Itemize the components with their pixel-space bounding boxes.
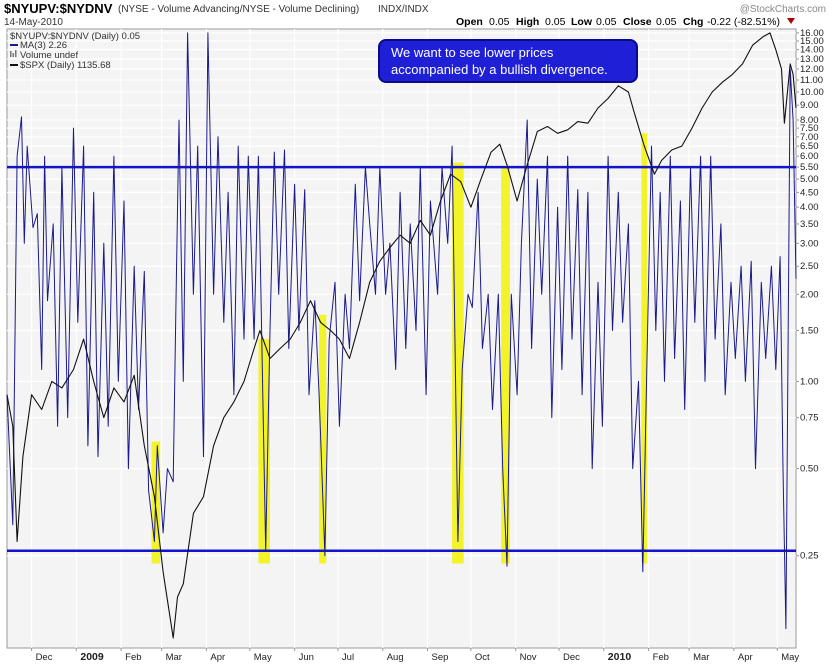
y-tick-label: 6.00 [800, 151, 819, 162]
series-layer [6, 32, 797, 639]
y-tick-label: 10.00 [800, 87, 824, 98]
legend-entry-ratio: $NYUPV:$NYDNV (Daily) 0.05 [10, 31, 140, 42]
series-line-ma [6, 32, 797, 630]
y-tick-label: 7.50 [800, 123, 819, 134]
y-tick-label: 6.50 [800, 141, 819, 152]
highlight-bar [452, 162, 464, 564]
y-tick-label: 14.00 [800, 45, 824, 56]
legend-swatch-volume [10, 50, 17, 57]
x-tick-label: Oct [475, 652, 490, 663]
callout-box [378, 39, 638, 83]
legend-entry-spx: $SPX (Daily) 1135.68 [20, 60, 111, 71]
x-tick-label: Mar [166, 652, 182, 663]
series-description: (NYSE - Volume Advancing/NYSE - Volume D… [118, 4, 359, 15]
y-tick-label: 0.25 [800, 551, 819, 562]
series-line-spx [6, 32, 797, 639]
x-tick-label: Jun [299, 652, 314, 663]
x-tick-label: Feb [653, 652, 669, 663]
highlight-bar [319, 314, 327, 564]
grid-layer [7, 29, 796, 648]
quote-label-close: Close [623, 16, 652, 28]
y-tick-label: 8.00 [800, 115, 819, 126]
highlight-bar [501, 167, 510, 564]
x-tick-label: Feb [125, 652, 141, 663]
x-tick-label: Sep [432, 652, 449, 663]
y-tick-label: 5.50 [800, 162, 819, 173]
y-tick-label: 1.00 [800, 376, 819, 387]
x-tick-label: Nov [520, 652, 537, 663]
y-tick-label: 3.00 [800, 238, 819, 249]
legend: $NYUPV:$NYDNV (Daily) 0.05 MA(3) 2.26 Vo… [10, 31, 140, 71]
x-tick-label: Dec [563, 652, 580, 663]
exchange-label: INDX/INDX [378, 4, 429, 15]
quote-value-high: 0.05 [545, 16, 566, 28]
highlight-bar [641, 133, 648, 564]
x-tick-label: 2010 [608, 651, 632, 663]
symbol-title: $NYUPV:$NYDNV [4, 1, 113, 16]
y-tick-label: 9.00 [800, 100, 819, 111]
x-tick-label: May [254, 652, 272, 663]
y-tick-label: 5.00 [800, 174, 819, 185]
y-tick-label: 4.50 [800, 187, 819, 198]
y-axis: 0.25 0.50 0.75 1.00 1.50 2.00 2.50 3.00 3.50 4.00… [796, 28, 824, 562]
quote-label-high: High [516, 16, 539, 28]
x-tick-label: May [781, 652, 799, 663]
x-tick-label: Dec [36, 652, 53, 663]
quote-value-low: 0.05 [596, 16, 617, 28]
plot-area [6, 28, 797, 649]
callout-line-1: We want to see lower prices [391, 45, 554, 60]
hline-layer [7, 165, 796, 553]
chart-date: 14-May-2010 [4, 17, 63, 28]
quote-value-chg: -0.22 (-82.51%) [707, 16, 780, 28]
quote-label-low: Low [571, 16, 593, 28]
legend-entry-ma: MA(3) 2.26 [20, 40, 67, 51]
x-tick-label: 2009 [80, 651, 104, 663]
quote-value-open: 0.05 [489, 16, 510, 28]
quote-label-chg: Chg [683, 16, 703, 28]
legend-entry-volume: Volume undef [20, 50, 78, 61]
y-tick-label: 1.50 [800, 325, 819, 336]
y-tick-label: 4.00 [800, 202, 819, 213]
x-axis: Dec 2009 Feb Mar Apr May Jun Jul Aug Sep Oct Nov Dec… [31, 648, 799, 663]
x-tick-label: Apr [210, 652, 225, 663]
watermark: @StockCharts.com [740, 4, 826, 15]
callout-line-2: accompanied by a bullish divergence. [391, 62, 608, 77]
annotation-callout: We want to see lower prices accompanied … [378, 39, 638, 83]
y-tick-label: 12.00 [800, 64, 824, 75]
x-tick-label: Aug [387, 652, 404, 663]
y-tick-label: 11.00 [800, 75, 823, 86]
quote-value-close: 0.05 [656, 16, 677, 28]
y-tick-label: 2.00 [800, 289, 819, 300]
y-tick-label: 15.00 [800, 36, 824, 47]
y-tick-label: 13.00 [800, 54, 824, 65]
x-tick-label: Mar [693, 652, 709, 663]
y-tick-label: 0.50 [800, 464, 819, 475]
y-tick-label: 0.75 [800, 413, 819, 424]
y-tick-label: 2.50 [800, 261, 819, 272]
down-triangle-icon [787, 18, 795, 24]
y-tick-label: 16.00 [800, 28, 824, 39]
y-tick-label: 3.50 [800, 219, 819, 230]
x-tick-label: Apr [738, 652, 753, 663]
quote-label-open: Open [456, 16, 483, 28]
x-tick-label: Jul [342, 652, 354, 663]
quote-strip: Open 0.05 High 0.05 Low 0.05 Close 0.05 … [456, 16, 795, 28]
y-tick-label: 7.00 [800, 132, 819, 143]
